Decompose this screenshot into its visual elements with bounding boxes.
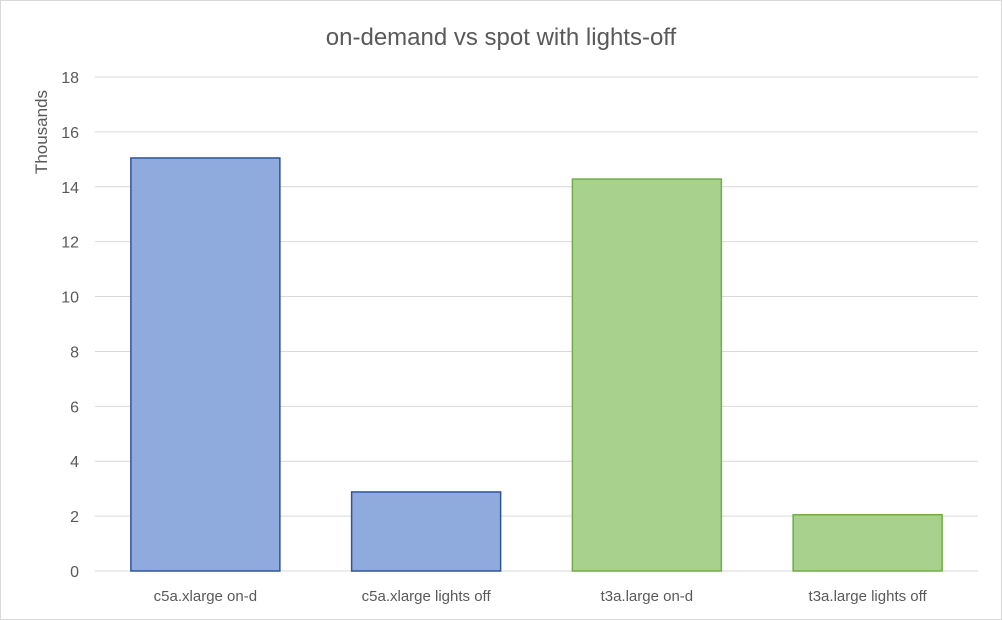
y-axis-ticks: 0 2 4 6 8 10 12 14 16 18 — [61, 70, 79, 581]
y-tick-label: 10 — [61, 290, 79, 307]
y-tick-label: 12 — [61, 235, 79, 252]
x-tick-label: t3a.large lights off — [809, 588, 928, 605]
y-axis-label: Thousands — [32, 90, 51, 174]
x-tick-label: c5a.xlarge on-d — [154, 588, 257, 605]
y-tick-label: 0 — [70, 564, 79, 581]
y-tick-label: 16 — [61, 125, 79, 142]
x-tick-label: t3a.large on-d — [601, 588, 694, 605]
y-tick-label: 18 — [61, 70, 79, 87]
y-tick-label: 8 — [70, 344, 79, 361]
bar — [792, 513, 943, 572]
bar — [350, 491, 502, 572]
bar — [571, 178, 723, 572]
y-tick-label: 6 — [70, 399, 79, 416]
x-tick-label: c5a.xlarge lights off — [362, 588, 492, 605]
bar — [130, 157, 281, 572]
y-tick-label: 2 — [70, 509, 79, 526]
y-tick-label: 14 — [61, 180, 79, 197]
chart-title: on-demand vs spot with lights-off — [326, 24, 677, 51]
y-tick-label: 4 — [70, 454, 79, 471]
bars — [130, 157, 943, 572]
x-axis-labels: c5a.xlarge on-d c5a.xlarge lights off t3a.… — [154, 588, 928, 605]
